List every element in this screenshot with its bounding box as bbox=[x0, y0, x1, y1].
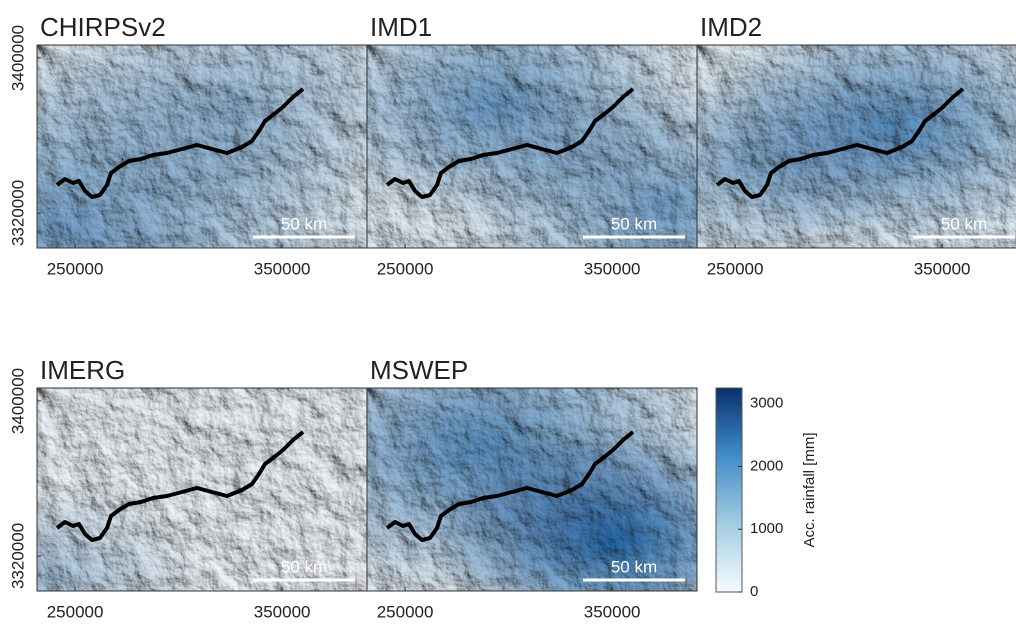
panel-title: IMERG bbox=[40, 355, 125, 385]
colorbar-tick-label: 0 bbox=[750, 583, 758, 600]
x-tick-label: 250000 bbox=[377, 602, 434, 621]
panel-title: CHIRPSv2 bbox=[40, 12, 166, 42]
map-area: 50 km bbox=[367, 388, 697, 591]
colorbar-tick-label: 2000 bbox=[750, 457, 783, 474]
panel-title: IMD1 bbox=[370, 12, 432, 42]
map-area: 50 km bbox=[37, 45, 367, 248]
panel-title: MSWEP bbox=[370, 355, 468, 385]
x-tick-label: 350000 bbox=[584, 602, 641, 621]
scale-bar-label: 50 km bbox=[281, 557, 327, 576]
x-tick-label: 350000 bbox=[254, 602, 311, 621]
figure: 50 kmCHIRPSv2250000350000332000034000005… bbox=[0, 0, 1016, 621]
map-area: 50 km bbox=[37, 388, 367, 591]
colorbar: 0 1000 2000 3000 Acc. rainfall [mm] bbox=[716, 388, 818, 600]
scale-bar-label: 50 km bbox=[941, 214, 987, 233]
x-tick-label: 250000 bbox=[377, 259, 434, 278]
colorbar-label: Acc. rainfall [mm] bbox=[801, 432, 818, 547]
scale-bar-label: 50 km bbox=[611, 214, 657, 233]
x-tick-label: 350000 bbox=[254, 259, 311, 278]
colorbar-tick-label: 1000 bbox=[750, 520, 783, 537]
x-tick-label: 350000 bbox=[584, 259, 641, 278]
x-tick-label: 350000 bbox=[914, 259, 971, 278]
map-area: 50 km bbox=[367, 45, 697, 248]
y-tick-label: 3400000 bbox=[8, 25, 27, 91]
colorbar-tick-label: 3000 bbox=[750, 395, 783, 412]
y-tick-label: 3320000 bbox=[8, 180, 27, 246]
map-panel: 50 km CHIRPSv2 250000 350000 3320000 3400000 bbox=[8, 12, 367, 279]
scale-bar-label: 50 km bbox=[281, 214, 327, 233]
panel-title: IMD2 bbox=[700, 12, 762, 42]
x-tick-label: 250000 bbox=[707, 259, 764, 278]
map-panel: 50 km IMD2 250000 350000 bbox=[697, 12, 1016, 279]
y-tick-label: 3320000 bbox=[8, 523, 27, 589]
colorbar-ramp bbox=[716, 388, 742, 592]
x-tick-label: 250000 bbox=[47, 602, 104, 621]
map-panel: 50 km IMERG 250000 350000 3320000 3400000 bbox=[8, 355, 367, 621]
map-area: 50 km bbox=[697, 45, 1016, 248]
map-panel: 50 km IMD1 250000 350000 bbox=[367, 12, 697, 279]
x-tick-label: 250000 bbox=[47, 259, 104, 278]
scale-bar-label: 50 km bbox=[611, 557, 657, 576]
map-panel: 50 km MSWEP 250000 350000 bbox=[367, 355, 697, 621]
y-tick-label: 3400000 bbox=[8, 368, 27, 434]
